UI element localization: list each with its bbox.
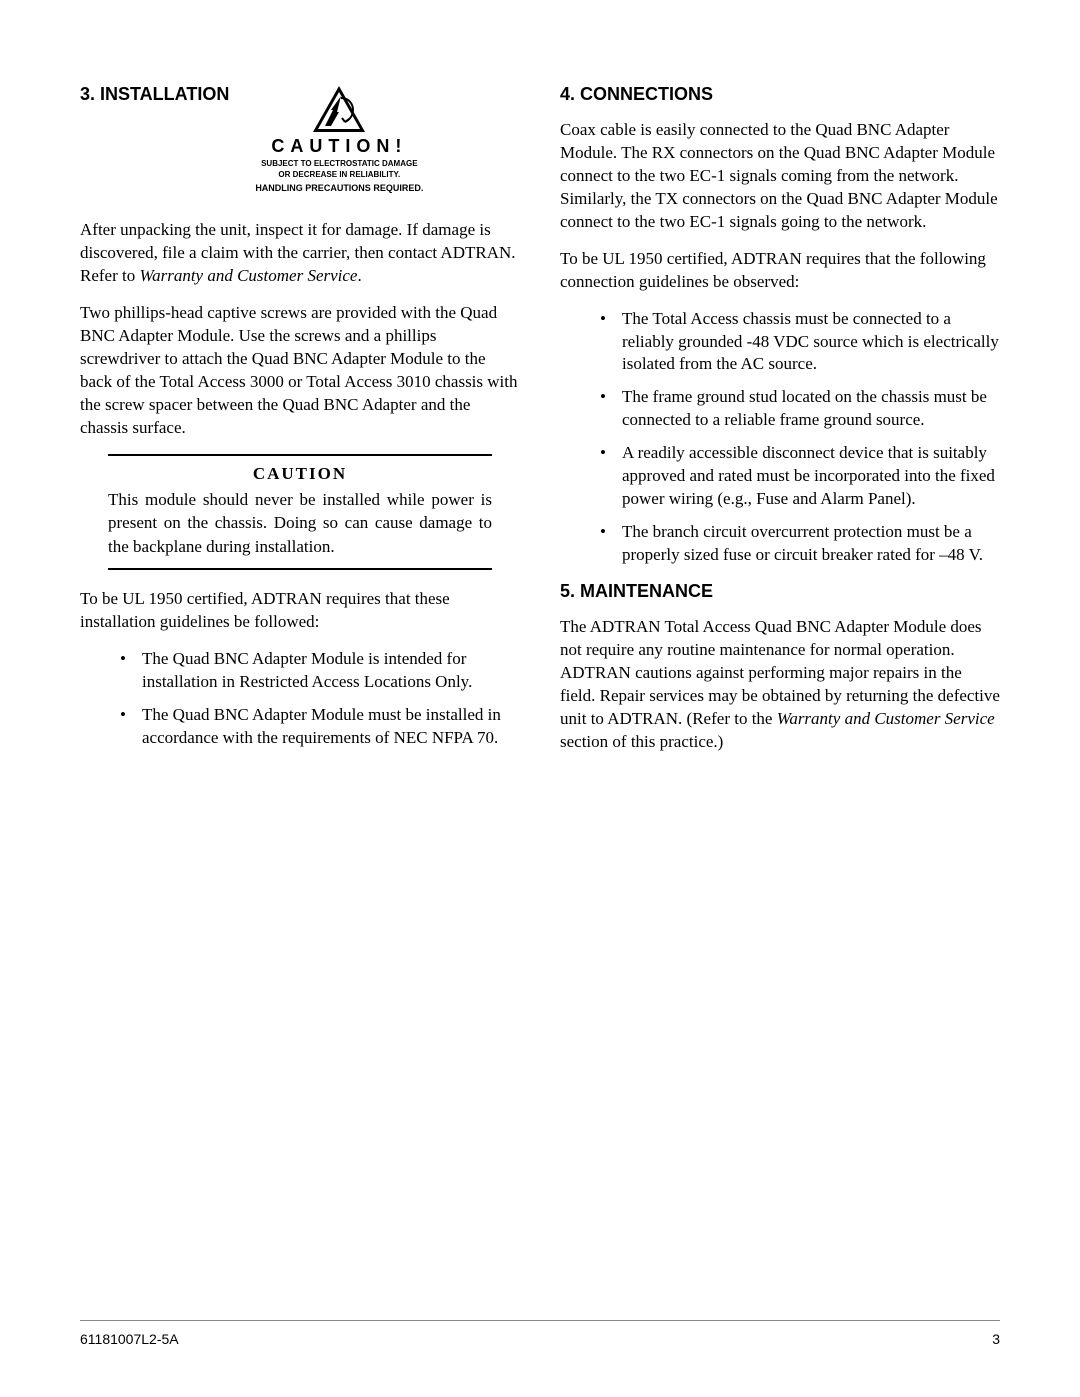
section-5-paragraph-1: The ADTRAN Total Access Quad BNC Adapter…: [560, 616, 1000, 754]
footer-page-number: 3: [992, 1331, 1000, 1347]
list-item: The Quad BNC Adapter Module is intended …: [120, 648, 520, 694]
section-3-paragraph-2: Two phillips-head captive screws are pro…: [80, 302, 520, 440]
list-item: A readily accessible disconnect device t…: [600, 442, 1000, 511]
esd-sub-line-1: SUBJECT TO ELECTROSTATIC DAMAGE: [239, 159, 439, 168]
section-4-paragraph-2: To be UL 1950 certified, ADTRAN requires…: [560, 248, 1000, 294]
esd-sub-line-2: OR DECREASE IN RELIABILITY.: [239, 170, 439, 179]
two-column-layout: 3. INSTALLATION CAUTION! SUBJECT TO ELEC…: [80, 84, 1000, 768]
list-item: The Total Access chassis must be connect…: [600, 308, 1000, 377]
section-4-paragraph-1: Coax cable is easily connected to the Qu…: [560, 119, 1000, 234]
esd-caution-block: CAUTION! SUBJECT TO ELECTROSTATIC DAMAGE…: [239, 84, 439, 193]
p1-text-b: .: [357, 266, 361, 285]
page-footer: 61181007L2-5A 3: [80, 1320, 1000, 1347]
section-3-header-row: 3. INSTALLATION CAUTION! SUBJECT TO ELEC…: [80, 84, 520, 193]
esd-caution-word: CAUTION!: [239, 136, 439, 157]
p1-italic: Warranty and Customer Service: [139, 266, 357, 285]
section-5-heading: 5. MAINTENANCE: [560, 581, 1000, 602]
p5-italic: Warranty and Customer Service: [777, 709, 995, 728]
caution-box: CAUTION This module should never be inst…: [108, 454, 492, 570]
caution-box-title: CAUTION: [108, 464, 492, 484]
p5-text-b: section of this practice.): [560, 732, 723, 751]
esd-triangle-icon: [239, 84, 439, 134]
footer-doc-id: 61181007L2-5A: [80, 1331, 179, 1347]
section-3-paragraph-3: To be UL 1950 certified, ADTRAN requires…: [80, 588, 520, 634]
left-column: 3. INSTALLATION CAUTION! SUBJECT TO ELEC…: [80, 84, 520, 768]
list-item: The frame ground stud located on the cha…: [600, 386, 1000, 432]
list-item: The branch circuit overcurrent protectio…: [600, 521, 1000, 567]
caution-box-text: This module should never be installed wh…: [108, 488, 492, 558]
right-column: 4. CONNECTIONS Coax cable is easily conn…: [560, 84, 1000, 768]
list-item: The Quad BNC Adapter Module must be inst…: [120, 704, 520, 750]
esd-sub-line-3: HANDLING PRECAUTIONS REQUIRED.: [239, 183, 439, 193]
section-3-bullet-list: The Quad BNC Adapter Module is intended …: [80, 648, 520, 750]
section-4-bullet-list: The Total Access chassis must be connect…: [560, 308, 1000, 567]
section-3-heading: 3. INSTALLATION: [80, 84, 229, 105]
section-3-paragraph-1: After unpacking the unit, inspect it for…: [80, 219, 520, 288]
section-4-heading: 4. CONNECTIONS: [560, 84, 1000, 105]
